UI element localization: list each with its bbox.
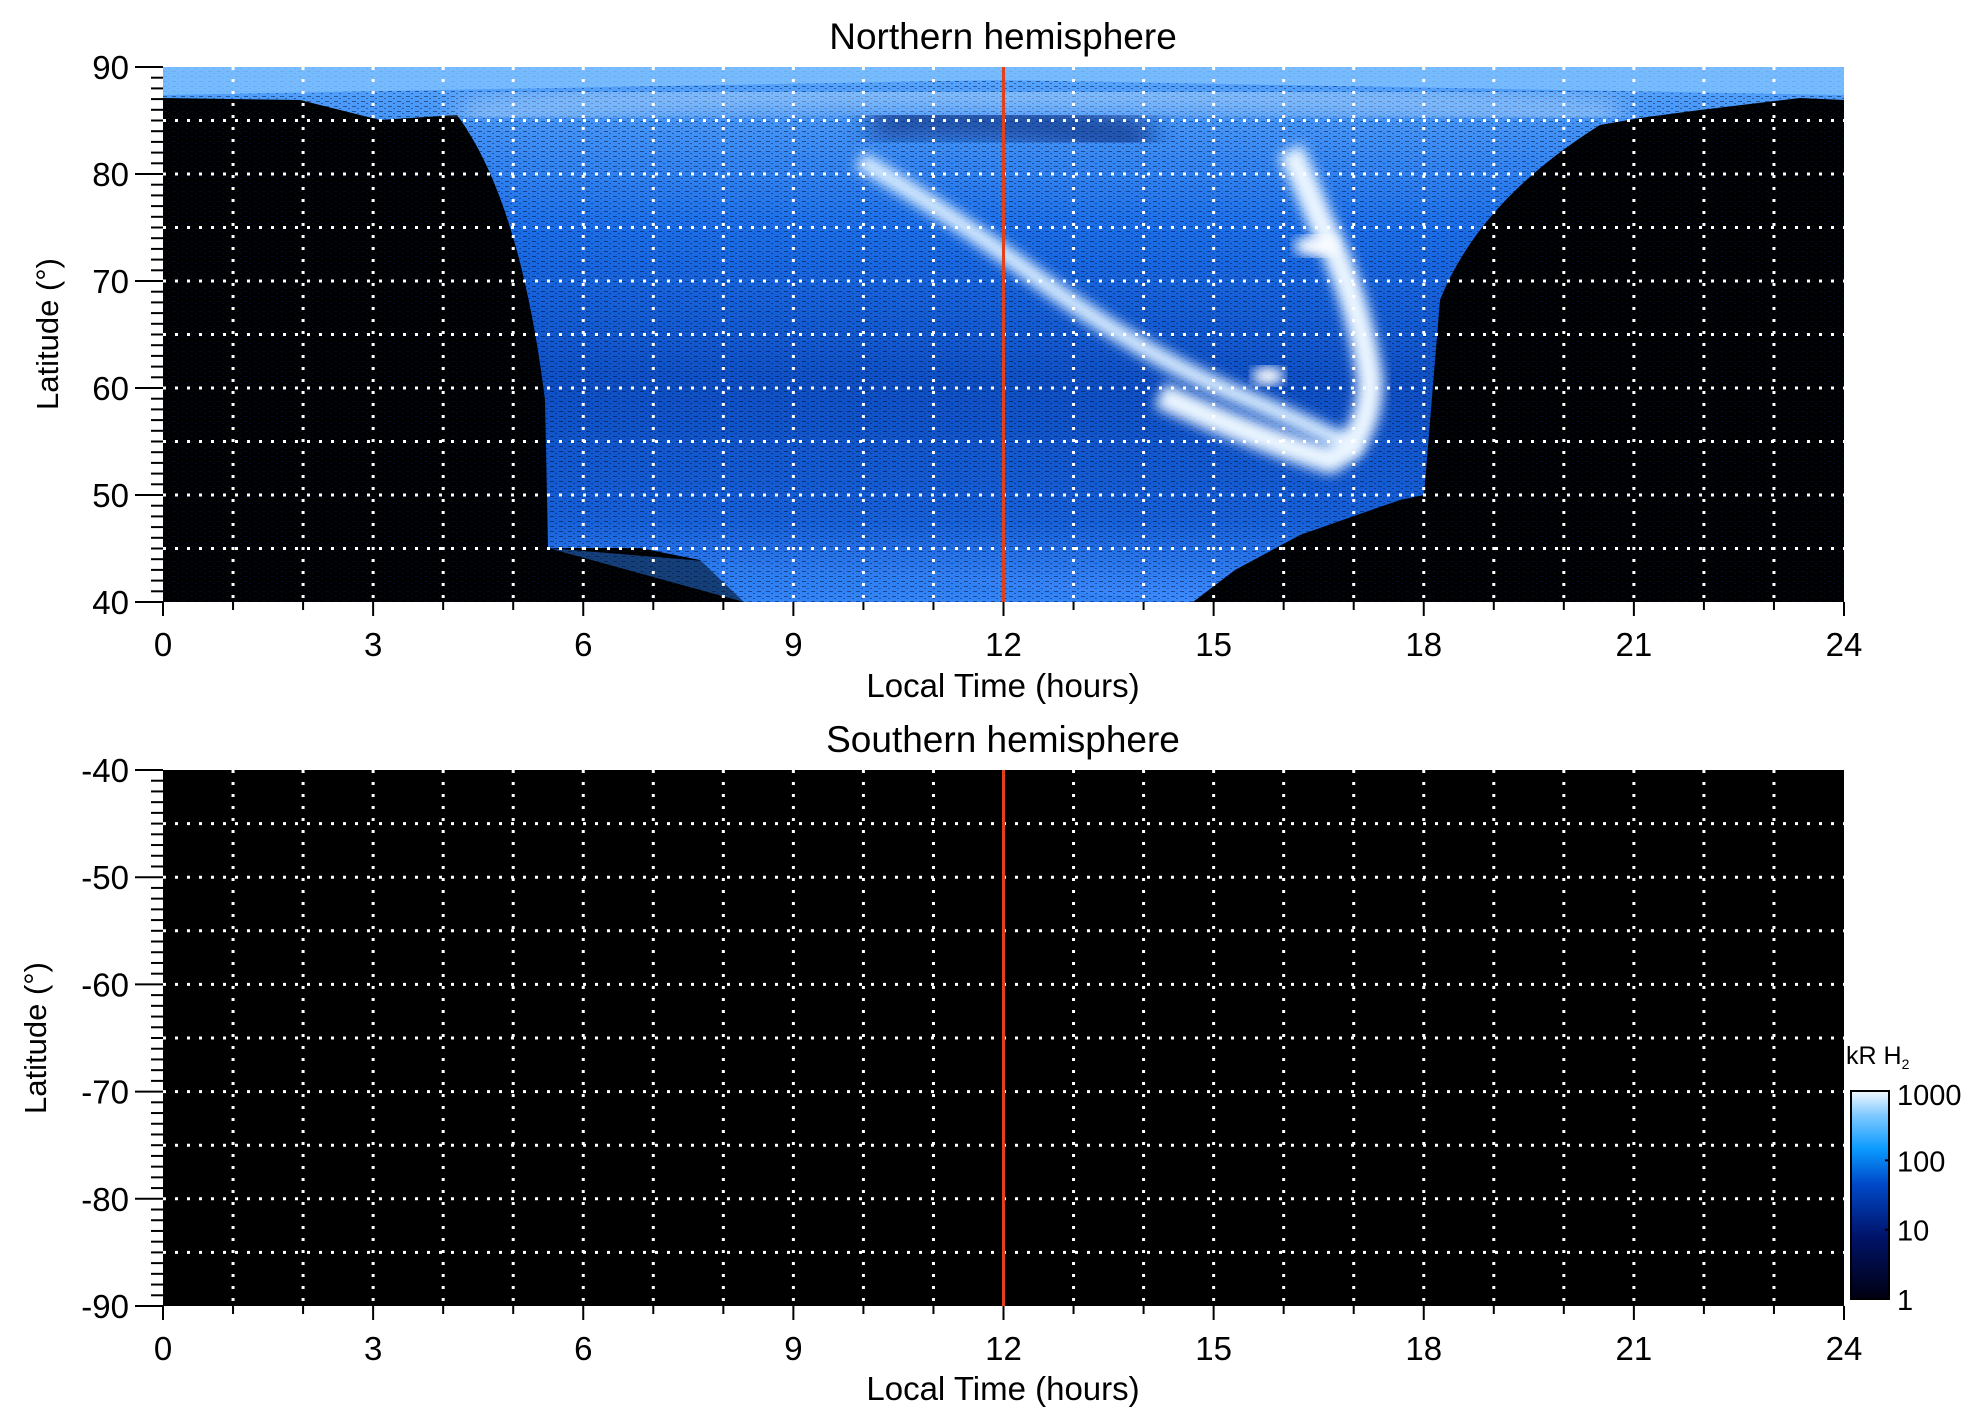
x-tick-label: 24	[1826, 626, 1863, 663]
x-tick-label: 21	[1616, 626, 1653, 663]
x-tick-label: 6	[574, 626, 592, 663]
southern-xlabel: Local Time (hours)	[866, 1370, 1139, 1407]
southern-ylabel: Latitude (°)	[18, 962, 53, 1114]
y-tick-label: -70	[81, 1074, 129, 1111]
y-tick-label: -80	[81, 1181, 129, 1218]
x-tick-label: 3	[364, 626, 382, 663]
x-tick-label: 18	[1405, 626, 1442, 663]
southern-title: Southern hemisphere	[826, 719, 1180, 760]
colorbar-gradient	[1850, 1090, 1890, 1300]
x-tick-label: 18	[1405, 1330, 1442, 1367]
x-tick-label: 0	[154, 1330, 172, 1367]
colorbar-title: kR H2	[1846, 1042, 1910, 1072]
southern-panel: -40 -50 -60 -70 -80 -90 0 3 6 9 12 15 18 21 24 Souther…	[18, 719, 1862, 1407]
southern-axes: -40 -50 -60 -70 -80 -90 0 3 6 9 12 15 18 21 24	[81, 752, 1862, 1367]
y-tick-label: 40	[92, 584, 129, 621]
colorbar-tick-label: 1	[1897, 1285, 1913, 1317]
x-tick-label: 0	[154, 626, 172, 663]
y-tick-label: 80	[92, 156, 129, 193]
colorbar-tick-label: 1000	[1897, 1080, 1962, 1112]
y-tick-label: 70	[92, 263, 129, 300]
colorbar-tick-label: 10	[1897, 1216, 1929, 1248]
northern-xlabel: Local Time (hours)	[866, 667, 1139, 704]
y-tick-label: -90	[81, 1288, 129, 1325]
y-tick-label: -60	[81, 966, 129, 1003]
colorbar: kR H2 1000 100 10 1	[1846, 1042, 1962, 1317]
y-tick-label: 60	[92, 370, 129, 407]
x-tick-label: 3	[364, 1330, 382, 1367]
x-tick-label: 12	[985, 626, 1022, 663]
northern-axes: 40 50 60 70 80 90 0 3 6 9 12 15 18 21 24	[92, 49, 1862, 663]
x-tick-label: 24	[1826, 1330, 1863, 1367]
x-tick-label: 21	[1616, 1330, 1653, 1367]
northern-ylabel: Latitude (°)	[30, 258, 65, 410]
x-tick-label: 9	[784, 1330, 802, 1367]
x-tick-label: 15	[1195, 1330, 1232, 1367]
y-tick-label: 50	[92, 477, 129, 514]
x-tick-label: 9	[784, 626, 802, 663]
northern-title: Northern hemisphere	[829, 16, 1177, 57]
y-tick-label: 90	[92, 49, 129, 86]
y-tick-label: -50	[81, 859, 129, 896]
northern-panel: 40 50 60 70 80 90 0 3 6 9 12 15 18 21 24 Northern hemi…	[30, 16, 1862, 704]
colorbar-tick-label: 100	[1897, 1146, 1945, 1178]
x-tick-label: 6	[574, 1330, 592, 1367]
x-tick-label: 15	[1195, 626, 1232, 663]
x-tick-label: 12	[985, 1330, 1022, 1367]
y-tick-label: -40	[81, 752, 129, 789]
